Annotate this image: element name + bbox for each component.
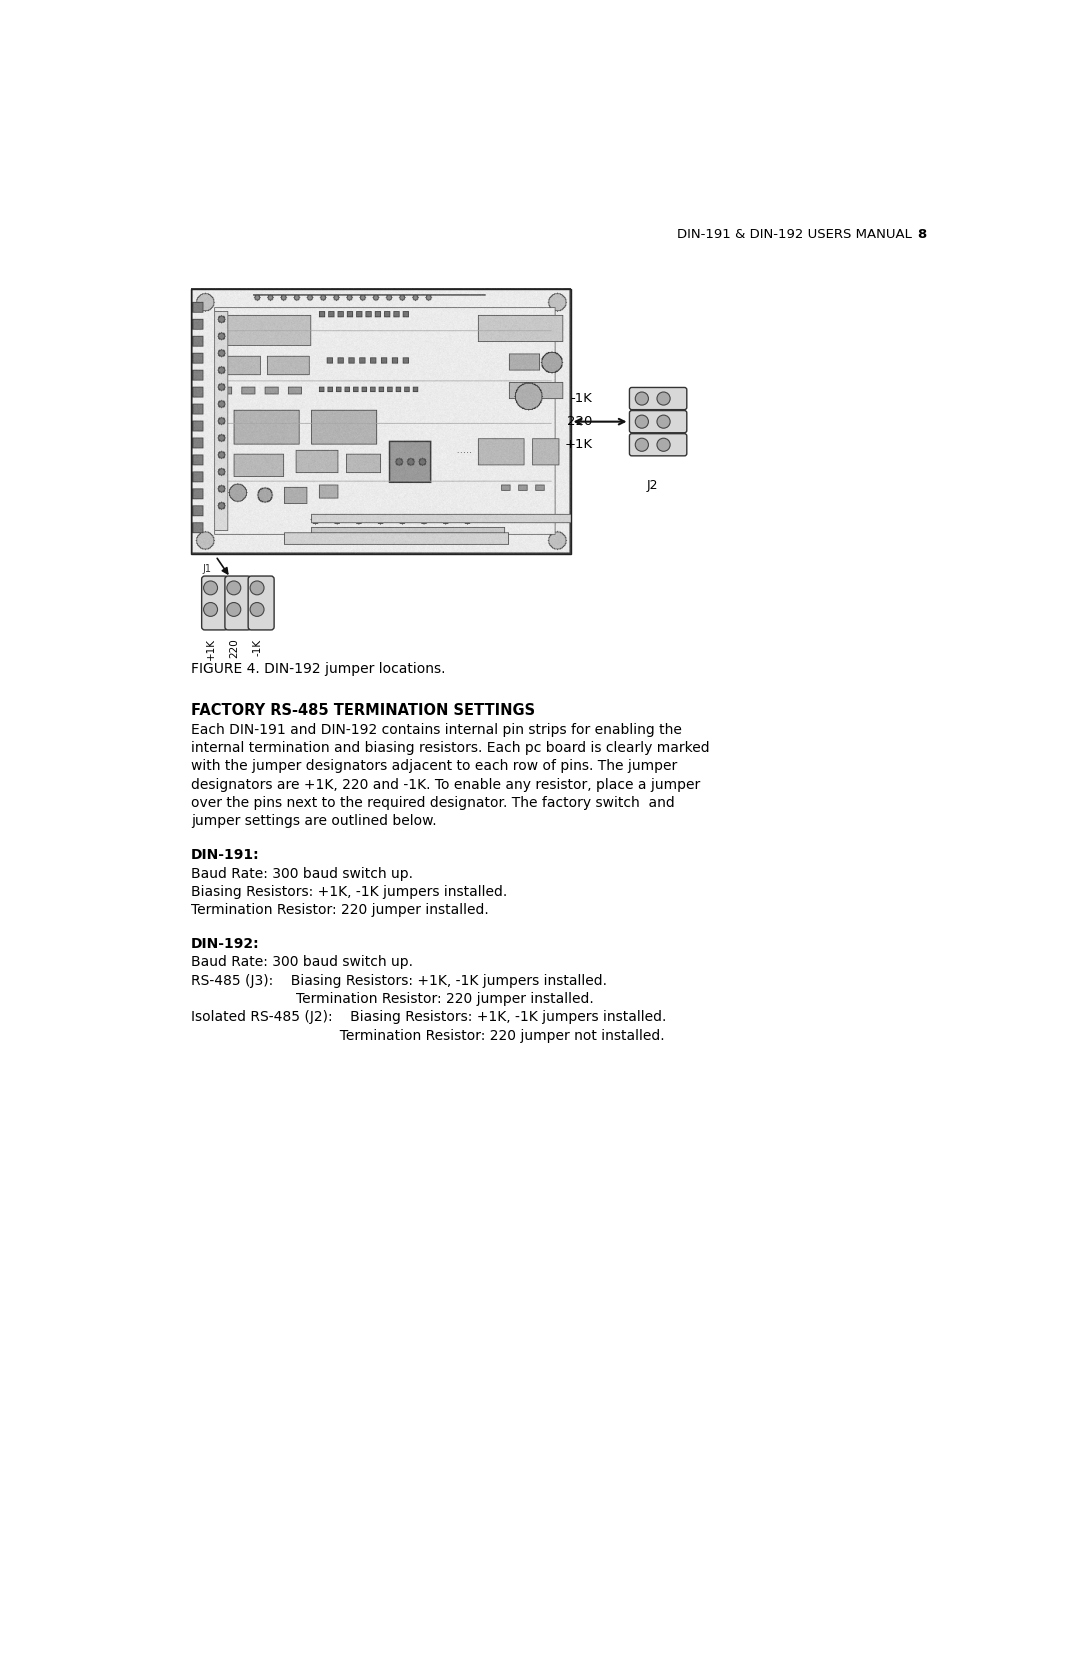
- Text: RS-485 (J3):    Biasing Resistors: +1K, -1K jumpers installed.: RS-485 (J3): Biasing Resistors: +1K, -1K…: [191, 973, 607, 988]
- Text: DIN-191 & DIN-192 USERS MANUAL: DIN-191 & DIN-192 USERS MANUAL: [677, 229, 916, 242]
- Text: Baud Rate: 300 baud switch up.: Baud Rate: 300 baud switch up.: [191, 955, 413, 970]
- Circle shape: [657, 416, 670, 429]
- Text: 220: 220: [567, 416, 592, 429]
- Circle shape: [227, 581, 241, 594]
- Circle shape: [635, 416, 648, 429]
- FancyBboxPatch shape: [202, 576, 228, 629]
- Text: over the pins next to the required designator. The factory switch  and: over the pins next to the required desig…: [191, 796, 675, 809]
- Text: FIGURE 4. DIN-192 jumper locations.: FIGURE 4. DIN-192 jumper locations.: [191, 663, 445, 676]
- Text: Isolated RS-485 (J2):    Biasing Resistors: +1K, -1K jumpers installed.: Isolated RS-485 (J2): Biasing Resistors:…: [191, 1010, 666, 1025]
- Text: J1: J1: [203, 564, 212, 574]
- Text: Baud Rate: 300 baud switch up.: Baud Rate: 300 baud switch up.: [191, 866, 413, 881]
- Text: designators are +1K, 220 and -1K. To enable any resistor, place a jumper: designators are +1K, 220 and -1K. To ena…: [191, 778, 700, 791]
- Text: Termination Resistor: 220 jumper not installed.: Termination Resistor: 220 jumper not ins…: [191, 1028, 664, 1043]
- Circle shape: [635, 392, 648, 406]
- Text: with the jumper designators adjacent to each row of pins. The jumper: with the jumper designators adjacent to …: [191, 759, 677, 773]
- Text: -1K: -1K: [252, 639, 262, 656]
- Text: 8: 8: [917, 229, 927, 242]
- Circle shape: [657, 439, 670, 451]
- FancyBboxPatch shape: [630, 411, 687, 432]
- Circle shape: [204, 603, 217, 616]
- Text: internal termination and biasing resistors. Each pc board is clearly marked: internal termination and biasing resisto…: [191, 741, 710, 754]
- Circle shape: [204, 581, 217, 594]
- Text: DIN-191:: DIN-191:: [191, 848, 259, 863]
- Circle shape: [657, 392, 670, 406]
- Text: +1K: +1K: [564, 439, 592, 451]
- Circle shape: [635, 439, 648, 451]
- Circle shape: [227, 603, 241, 616]
- Bar: [191, 289, 570, 554]
- FancyBboxPatch shape: [630, 434, 687, 456]
- FancyBboxPatch shape: [630, 387, 687, 409]
- Text: Each DIN-191 and DIN-192 contains internal pin strips for enabling the: Each DIN-191 and DIN-192 contains intern…: [191, 723, 681, 736]
- FancyBboxPatch shape: [248, 576, 274, 629]
- Text: jumper settings are outlined below.: jumper settings are outlined below.: [191, 814, 436, 828]
- Text: FACTORY RS-485 TERMINATION SETTINGS: FACTORY RS-485 TERMINATION SETTINGS: [191, 703, 535, 718]
- Circle shape: [251, 603, 264, 616]
- Text: J2: J2: [647, 479, 659, 492]
- Text: 220: 220: [229, 639, 239, 658]
- Text: Termination Resistor: 220 jumper installed.: Termination Resistor: 220 jumper install…: [191, 903, 488, 918]
- Text: -1K: -1K: [570, 392, 592, 406]
- FancyBboxPatch shape: [225, 576, 251, 629]
- Text: +1K: +1K: [205, 639, 216, 661]
- Circle shape: [251, 581, 264, 594]
- Text: DIN-192:: DIN-192:: [191, 938, 259, 951]
- Text: Termination Resistor: 220 jumper installed.: Termination Resistor: 220 jumper install…: [191, 991, 594, 1006]
- Text: Biasing Resistors: +1K, -1K jumpers installed.: Biasing Resistors: +1K, -1K jumpers inst…: [191, 885, 507, 900]
